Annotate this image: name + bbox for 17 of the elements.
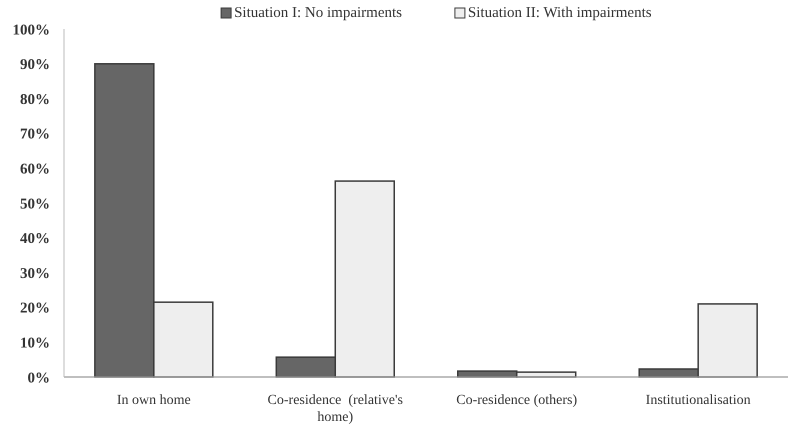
x-tick-label: Co-residence (relative's home) xyxy=(268,393,404,425)
y-tick-label: 70% xyxy=(20,126,50,143)
y-tick-label: 90% xyxy=(20,57,50,74)
y-tick-label: 50% xyxy=(20,196,50,212)
y-tick-label: 80% xyxy=(20,92,50,108)
x-tick-label: Co-residence (others) xyxy=(456,393,578,408)
y-tick-label: 100% xyxy=(12,22,50,38)
y-tick-label: 10% xyxy=(20,335,50,352)
legend-label: Situation II: With impairments xyxy=(468,5,652,21)
x-tick-label: In own home xyxy=(116,393,191,408)
x-tick-label: Institutionalisation xyxy=(646,393,751,408)
y-tick-label: 30% xyxy=(20,266,50,282)
y-tick-label: 60% xyxy=(20,161,50,178)
legend-label: Situation I: No impairments xyxy=(234,5,402,21)
y-tick-label: 0% xyxy=(28,370,50,386)
y-tick-label: 40% xyxy=(20,231,50,248)
y-tick-label: 20% xyxy=(20,300,50,317)
